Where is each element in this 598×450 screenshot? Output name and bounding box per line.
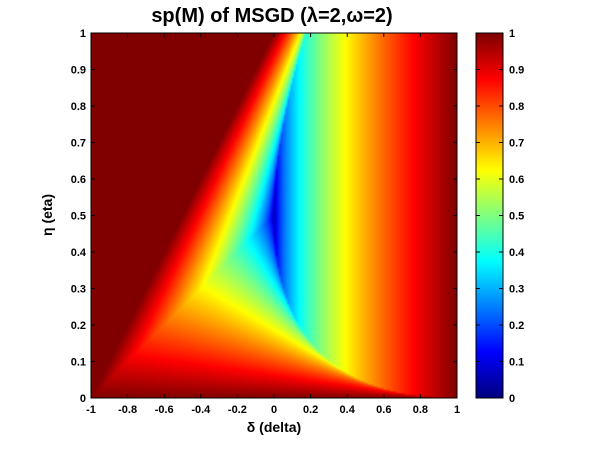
x-tick-label: -1 — [86, 404, 96, 416]
colorbar-ticks: 0 0.1 0.2 0.3 0.4 0.5 0.6 0.7 0.8 0.9 1 — [476, 28, 525, 405]
y-tick-label: 0.5 — [71, 211, 86, 223]
x-tick-label: -0.4 — [191, 404, 211, 416]
x-tick-label: 0.4 — [340, 404, 356, 416]
y-axis-label: η (eta) — [39, 194, 55, 236]
y-tick-label: 0.7 — [71, 138, 86, 150]
x-tick-label: 0.6 — [376, 404, 391, 416]
y-tick-label: 0.1 — [71, 357, 86, 369]
colorbar-tick-label: 1 — [509, 28, 515, 40]
colorbar-tick-label: 0.1 — [509, 357, 524, 369]
heatmap-image — [91, 33, 457, 398]
x-tick-label: -0.2 — [228, 404, 247, 416]
y-tick-label: 0.8 — [71, 101, 86, 113]
colorbar-gradient — [476, 33, 503, 398]
colorbar-tick-label: 0.4 — [509, 247, 525, 259]
colorbar-tick-label: 0.8 — [509, 101, 524, 113]
colorbar-tick-label: 0.7 — [509, 138, 524, 150]
x-axis-label: δ (delta) — [247, 419, 301, 435]
y-axis: 0 0.1 0.2 0.3 0.4 0.5 0.6 0.7 0.8 0.9 1 — [71, 28, 457, 405]
y-tick-label: 0.9 — [71, 65, 86, 77]
x-tick-label: 1 — [454, 404, 460, 416]
colorbar: 0 0.1 0.2 0.3 0.4 0.5 0.6 0.7 0.8 0.9 1 — [475, 28, 525, 405]
colorbar-tick-label: 0.6 — [509, 174, 524, 186]
plot-area — [90, 32, 458, 399]
x-tick-label: 0.2 — [303, 404, 318, 416]
colorbar-tick-label: 0 — [509, 393, 515, 405]
x-tick-label: -0.6 — [155, 404, 174, 416]
colorbar-tick-label: 0.9 — [509, 65, 524, 77]
y-tick-label: 0 — [80, 393, 86, 405]
x-tick-label: 0.8 — [413, 404, 428, 416]
x-axis: -1 -0.8 -0.6 -0.4 -0.2 0 0.2 0.4 0.6 0.8 1 — [86, 33, 460, 416]
x-tick-label: -0.8 — [118, 404, 137, 416]
y-tick-label: 0.3 — [71, 284, 86, 296]
y-tick-label: 1 — [80, 28, 86, 40]
colorbar-tick-label: 0.5 — [509, 211, 524, 223]
colorbar-tick-label: 0.3 — [509, 284, 524, 296]
y-tick-label: 0.6 — [71, 174, 86, 186]
y-tick-label: 0.2 — [71, 320, 86, 332]
colorbar-tick-label: 0.2 — [509, 320, 524, 332]
y-tick-label: 0.4 — [71, 247, 87, 259]
x-tick-label: 0 — [271, 404, 277, 416]
chart-title: sp(M) of MSGD (λ=2,ω=2) — [151, 5, 392, 27]
